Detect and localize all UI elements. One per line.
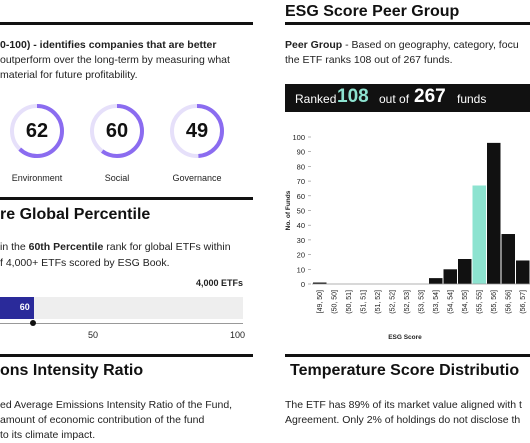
score-value: 60 bbox=[105, 120, 129, 142]
temperature-rule bbox=[285, 354, 530, 357]
score-ring bbox=[90, 104, 144, 158]
percentile-text-2: f 4,000+ ETFs scored by ESG Book. bbox=[0, 257, 170, 269]
peer-group-title: ESG Score Peer Group bbox=[285, 3, 460, 20]
histogram-bar bbox=[458, 259, 472, 284]
percentile-axis-line bbox=[0, 323, 243, 324]
percentile-tick-50: 50 bbox=[88, 330, 99, 340]
histogram-bar bbox=[443, 269, 457, 284]
score-value: 49 bbox=[185, 120, 209, 142]
y-tick-label: 50 bbox=[297, 207, 305, 216]
y-tick-label: 70 bbox=[297, 177, 305, 186]
score-value: 62 bbox=[25, 120, 49, 142]
peer-group-rule bbox=[285, 22, 530, 25]
histogram-bar bbox=[487, 142, 501, 284]
score-circle-environment: 62 bbox=[8, 102, 66, 160]
emissions-line-1: ed Average Emissions Intensity Ratio of … bbox=[0, 399, 233, 411]
histogram-bar bbox=[313, 282, 327, 284]
score-ring-fill bbox=[170, 104, 224, 158]
x-tick-label: (54, 54] bbox=[447, 290, 454, 314]
peer-group-text-1: Peer Group - Based on geography, categor… bbox=[285, 39, 519, 51]
score-ring bbox=[10, 104, 64, 158]
x-tick-label: (51, 51] bbox=[360, 290, 367, 314]
temperature-title: Temperature Score Distributio bbox=[290, 362, 520, 379]
ranked-position: 108 bbox=[337, 86, 369, 107]
histogram-bar bbox=[429, 278, 443, 284]
temperature-line-2: Agreement. Only 2% of holdings do not di… bbox=[285, 414, 521, 426]
y-tick-label: 20 bbox=[297, 251, 305, 260]
x-axis-label: ESG Score bbox=[388, 334, 422, 341]
score-circle-governance: 49 bbox=[168, 102, 226, 160]
percentile-marker bbox=[29, 320, 36, 326]
x-tick-label: [49, 50] bbox=[317, 290, 324, 313]
score-label: Environment bbox=[11, 173, 63, 183]
histogram-bar bbox=[501, 234, 515, 284]
x-tick-label: (55, 55] bbox=[476, 290, 483, 314]
percentile-text-1: in the 60th Percentile rank for global E… bbox=[0, 241, 231, 253]
percentile-bar-value: 60 bbox=[19, 302, 30, 312]
esg-intro-line-2: outperform over the long-term by measuri… bbox=[0, 54, 230, 66]
ranked-prefix: Ranked bbox=[295, 92, 337, 106]
histogram-bar bbox=[472, 185, 486, 284]
y-tick-label: 90 bbox=[297, 148, 305, 157]
left-top-rule bbox=[0, 22, 253, 25]
y-axis-label: No. of Funds bbox=[285, 190, 292, 230]
score-ring-fill bbox=[10, 104, 64, 158]
score-circle-social: 60 bbox=[88, 102, 146, 160]
x-tick-label: (51, 52] bbox=[375, 290, 382, 314]
percentile-tick-100: 100 bbox=[230, 330, 246, 340]
y-tick-label: 80 bbox=[297, 162, 305, 171]
x-tick-label: (53, 54] bbox=[433, 290, 440, 314]
x-tick-label: (50, 51] bbox=[346, 290, 353, 314]
y-tick-label: 30 bbox=[297, 236, 305, 245]
y-tick-label: 0 bbox=[301, 280, 305, 289]
esg-intro-line-1: 0-100) - identifies companies that are b… bbox=[0, 39, 217, 51]
emissions-line-3: to its climate impact. bbox=[0, 429, 96, 441]
emissions-rule bbox=[0, 354, 253, 357]
peer-group-histogram: 0 10 20 30 40 50 60 70 80 90 100 No. of Funds [49, 5… bbox=[285, 133, 530, 341]
percentile-bar-track: 60 bbox=[0, 297, 243, 319]
ranked-suffix: funds bbox=[457, 92, 487, 106]
peer-group-text-2: the ETF ranks 108 out of 267 funds. bbox=[285, 54, 453, 66]
ranked-total: 267 bbox=[414, 86, 446, 107]
x-tick-label: (56, 57] bbox=[520, 290, 527, 314]
percentile-rule bbox=[0, 197, 253, 200]
x-tick-label: (53, 53] bbox=[418, 290, 425, 314]
x-tick-label: (54, 55] bbox=[462, 290, 469, 314]
score-ring-fill bbox=[90, 104, 144, 158]
esg-intro-line-3: material for future profitability. bbox=[0, 69, 138, 81]
percentile-title: re Global Percentile bbox=[0, 206, 151, 223]
emissions-title: ons Intensity Ratio bbox=[0, 362, 144, 379]
y-tick-label: 60 bbox=[297, 192, 305, 201]
x-tick-label: (56, 56] bbox=[505, 290, 512, 314]
y-tick-label: 100 bbox=[292, 133, 305, 142]
x-tick-label: (55, 56] bbox=[491, 290, 498, 314]
x-tick-label: (52, 52] bbox=[389, 290, 396, 314]
temperature-line-1: The ETF has 89% of its market value alig… bbox=[285, 399, 522, 411]
x-tick-label: (52, 53] bbox=[404, 290, 411, 314]
y-tick-label: 40 bbox=[297, 221, 305, 230]
emissions-line-2: amount of economic contribution of the f… bbox=[0, 414, 205, 426]
histogram-bar bbox=[516, 260, 530, 284]
ranked-banner: Ranked 108 out of 267 funds bbox=[285, 84, 530, 112]
x-tick-label: (50, 50] bbox=[331, 290, 338, 314]
percentile-total-label: 4,000 ETFs bbox=[196, 278, 244, 288]
score-label: Governance bbox=[172, 173, 222, 183]
score-ring bbox=[170, 104, 224, 158]
ranked-mid: out of bbox=[379, 92, 410, 106]
y-tick-label: 10 bbox=[297, 265, 305, 274]
percentile-bar-fill bbox=[0, 297, 34, 319]
score-label: Social bbox=[104, 173, 130, 183]
